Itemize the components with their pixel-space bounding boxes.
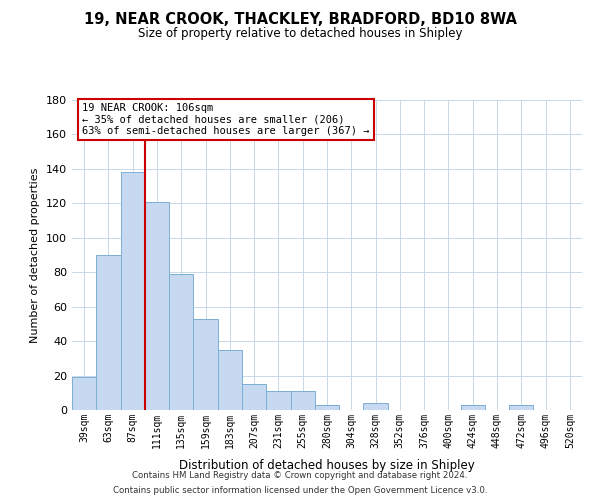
Bar [121, 172, 145, 410]
Y-axis label: Number of detached properties: Number of detached properties [31, 168, 40, 342]
Bar [364, 403, 388, 410]
Text: Size of property relative to detached houses in Shipley: Size of property relative to detached ho… [138, 28, 462, 40]
Bar [96, 255, 121, 410]
Bar [218, 350, 242, 410]
Bar [193, 318, 218, 410]
Bar [145, 202, 169, 410]
Bar [461, 405, 485, 410]
Bar [242, 384, 266, 410]
Bar [290, 391, 315, 410]
Text: Contains HM Land Registry data © Crown copyright and database right 2024.: Contains HM Land Registry data © Crown c… [132, 471, 468, 480]
Bar [315, 405, 339, 410]
Text: 19 NEAR CROOK: 106sqm
← 35% of detached houses are smaller (206)
63% of semi-det: 19 NEAR CROOK: 106sqm ← 35% of detached … [82, 103, 370, 136]
X-axis label: Distribution of detached houses by size in Shipley: Distribution of detached houses by size … [179, 459, 475, 472]
Text: Contains public sector information licensed under the Open Government Licence v3: Contains public sector information licen… [113, 486, 487, 495]
Text: 19, NEAR CROOK, THACKLEY, BRADFORD, BD10 8WA: 19, NEAR CROOK, THACKLEY, BRADFORD, BD10… [83, 12, 517, 28]
Bar [509, 405, 533, 410]
Bar [72, 378, 96, 410]
Bar [169, 274, 193, 410]
Bar [266, 391, 290, 410]
